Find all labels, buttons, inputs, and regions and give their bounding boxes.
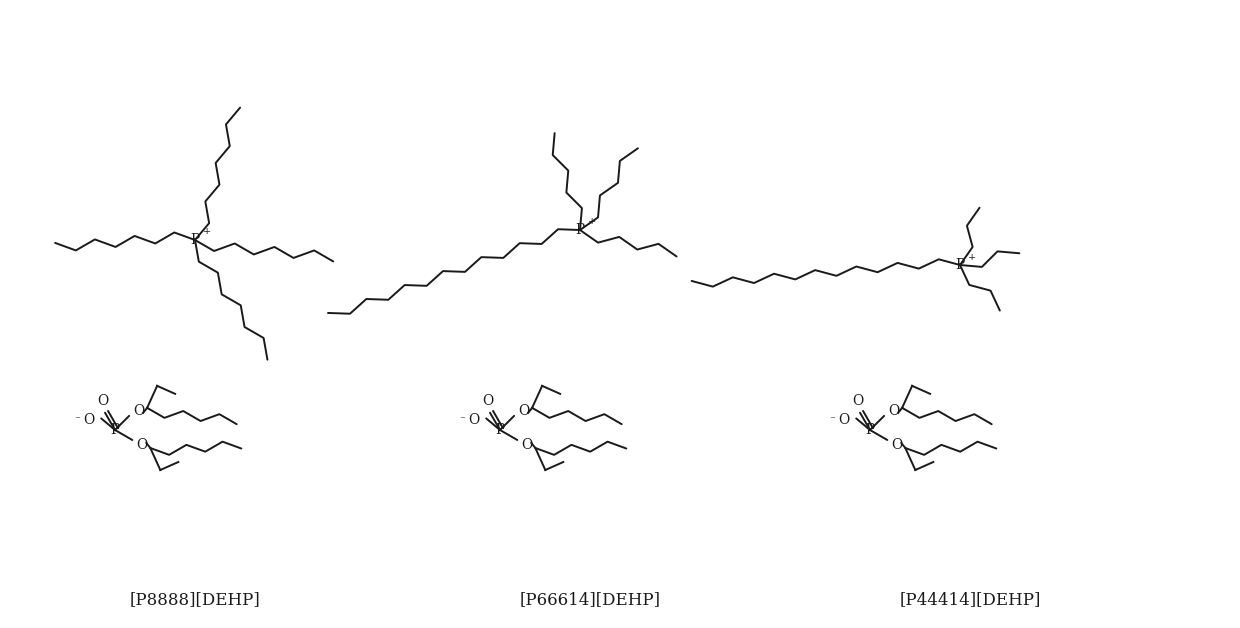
Text: P: P: [955, 258, 965, 272]
Text: +: +: [588, 217, 596, 227]
Text: ⁻: ⁻: [459, 416, 465, 425]
Text: O: O: [83, 413, 94, 428]
Text: O: O: [518, 404, 529, 418]
Text: O: O: [469, 413, 480, 428]
Text: P: P: [110, 423, 119, 437]
Text: O: O: [522, 438, 533, 452]
Text: +: +: [968, 252, 976, 261]
Text: O: O: [838, 413, 849, 428]
Text: [P44414][DEHP]: [P44414][DEHP]: [899, 592, 1040, 609]
Text: ⁻: ⁻: [830, 416, 836, 425]
Text: ⁻: ⁻: [74, 416, 81, 425]
Text: O: O: [482, 394, 494, 408]
Text: P: P: [191, 233, 200, 247]
Text: O: O: [134, 404, 145, 418]
Text: O: O: [852, 394, 863, 408]
Text: O: O: [892, 438, 903, 452]
Text: [P66614][DEHP]: [P66614][DEHP]: [520, 592, 661, 609]
Text: P: P: [575, 223, 584, 237]
Text: O: O: [889, 404, 900, 418]
Text: P: P: [495, 423, 505, 437]
Text: [P8888][DEHP]: [P8888][DEHP]: [130, 592, 260, 609]
Text: P: P: [866, 423, 874, 437]
Text: +: +: [203, 227, 211, 237]
Text: O: O: [98, 394, 109, 408]
Text: O: O: [136, 438, 148, 452]
